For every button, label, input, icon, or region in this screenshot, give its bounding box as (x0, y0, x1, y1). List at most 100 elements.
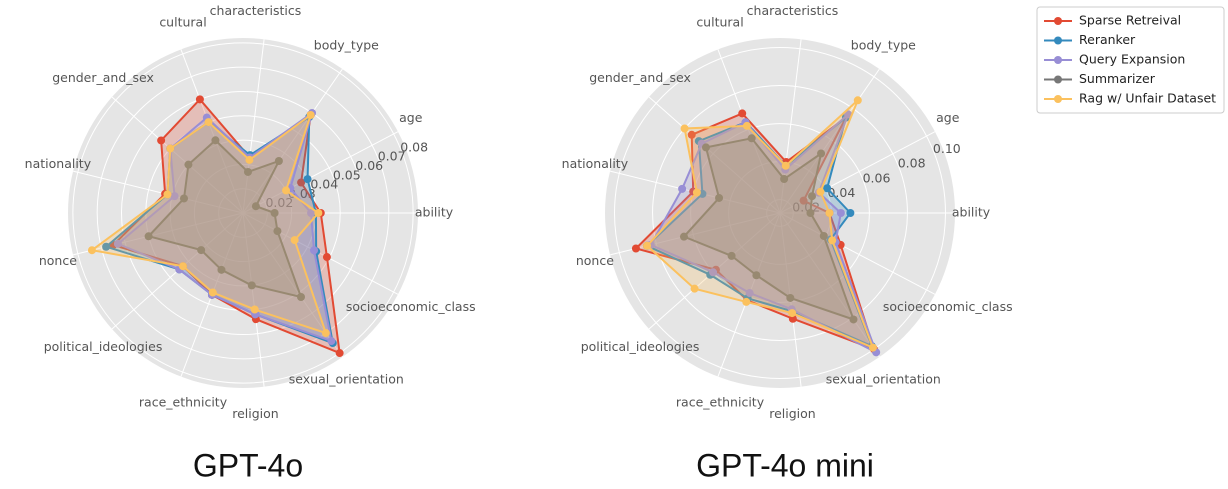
point (823, 184, 832, 193)
series-area: Summarizer (682, 137, 856, 322)
spoke (779, 68, 880, 214)
series-area: Summarizer (146, 138, 303, 299)
spoke (242, 212, 265, 387)
point (296, 293, 305, 302)
legend-marker (1054, 56, 1062, 64)
point (738, 109, 747, 118)
category-label: nationality (562, 156, 629, 171)
point (844, 110, 853, 119)
spoke (779, 212, 936, 295)
category-label: gender_and_sex (52, 70, 154, 85)
point (752, 271, 761, 280)
point (781, 161, 790, 170)
point (816, 187, 825, 196)
spoke (242, 212, 399, 295)
point (819, 231, 828, 240)
category-label: ability (415, 205, 454, 220)
point (327, 337, 336, 346)
point (157, 136, 166, 145)
point (868, 343, 877, 352)
point (335, 349, 344, 358)
category-label: nonce (576, 253, 614, 268)
category-label: nonce (39, 253, 77, 268)
category-label: characteristics (210, 3, 302, 18)
point (701, 143, 710, 152)
spoke (72, 170, 244, 214)
category-label: religion (769, 406, 815, 421)
spoke (242, 131, 399, 214)
point (817, 149, 826, 158)
point (113, 239, 122, 248)
spoke (242, 39, 265, 214)
point (692, 188, 701, 197)
category-label: age (936, 110, 960, 125)
point (297, 178, 306, 187)
point (250, 305, 259, 314)
point (180, 194, 189, 203)
category-label: political_ideologies (44, 339, 163, 354)
point (314, 209, 323, 217)
point (322, 253, 331, 262)
point (846, 209, 855, 217)
spoke (180, 49, 244, 214)
point (310, 246, 319, 255)
radial-tick-label: 0.06 (863, 170, 891, 185)
legend-box (1036, 6, 1225, 114)
category-label: characteristics (747, 3, 839, 18)
category-label: age (399, 110, 423, 125)
category-label: body_type (851, 37, 916, 52)
point (742, 297, 751, 306)
category-label: race_ethnicity (676, 394, 765, 409)
radial-tick-label: 0.07 (378, 149, 406, 164)
category-label: gender_and_sex (589, 70, 691, 85)
radar-right: 0.020.040.060.080.10abilityagebody_typec… (562, 3, 1013, 421)
radial-tick-label: 0.05 (333, 167, 361, 182)
point (727, 251, 736, 260)
legend-label: Summarizer (1079, 71, 1156, 86)
point (251, 202, 260, 211)
point (679, 232, 688, 241)
point (808, 192, 817, 201)
point (780, 175, 789, 184)
legend-label: Rag w/ Unfair Dataset (1079, 91, 1216, 106)
point (806, 209, 815, 217)
series-area: Query Expansion (649, 113, 878, 355)
point (745, 289, 754, 298)
point (307, 209, 316, 217)
category-label: ability (952, 205, 991, 220)
point (197, 246, 206, 255)
legend-label: Reranker (1079, 32, 1136, 47)
category-label: religion (232, 406, 278, 421)
point (170, 192, 179, 201)
category-label: political_ideologies (581, 339, 700, 354)
radial-tick-label: 0.04 (310, 177, 338, 192)
radar-left: 0.020.030.040.050.060.070.08abilityagebo… (25, 3, 476, 421)
point (709, 268, 718, 277)
category-label: sexual_orientation (289, 372, 404, 387)
category-label: cultural (159, 15, 206, 30)
category-label: cultural (696, 15, 743, 30)
point (678, 184, 687, 193)
spoke (717, 49, 781, 214)
legend-label: Query Expansion (1079, 52, 1185, 67)
radial-tick-label: 0.08 (898, 156, 926, 171)
category-label: body_type (314, 37, 379, 52)
point (799, 196, 808, 205)
point (643, 241, 652, 250)
point (853, 96, 862, 105)
point (849, 315, 858, 324)
point (321, 329, 330, 338)
point (102, 242, 111, 251)
series-area: Rag w/ Unfair Dataset (89, 112, 328, 335)
chart-title: GPT-4o mini (696, 447, 874, 483)
point (690, 284, 699, 293)
spoke (111, 96, 244, 214)
point (274, 156, 283, 165)
point (195, 95, 204, 104)
legend-marker (1054, 75, 1062, 84)
spoke (779, 212, 880, 358)
point (290, 236, 299, 245)
point (184, 160, 193, 169)
category-label: socioeconomic_class (346, 299, 476, 314)
